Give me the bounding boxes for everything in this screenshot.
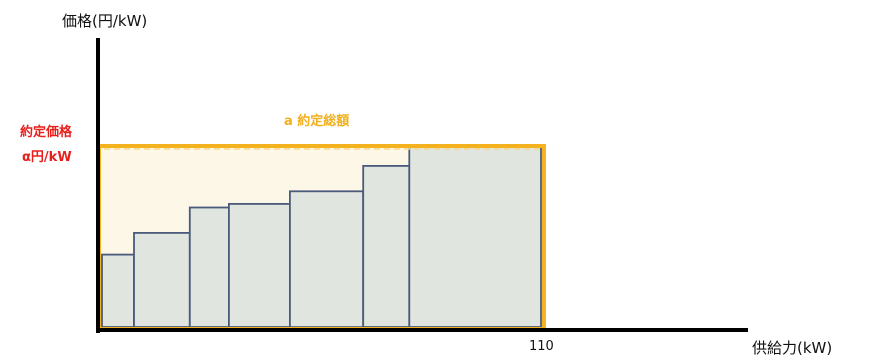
contract-price-label: 約定価格 (20, 125, 73, 140)
supply-bar-3 (188, 206, 230, 328)
x-axis-title: 供給力(kW) (752, 339, 833, 357)
supply-bar-5 (288, 190, 365, 329)
supply-bar-4 (227, 202, 291, 328)
x-tick-110: 110 (529, 339, 554, 354)
supply-bar-6 (362, 164, 411, 328)
contract-price-value: α円/kW (22, 150, 72, 165)
supply-bar-1 (101, 253, 135, 328)
supply-bar-2 (133, 231, 191, 328)
supply-bar-7 (408, 145, 542, 328)
y-axis-title: 価格(円/kW) (62, 12, 148, 30)
supply-bars (101, 145, 542, 329)
contract-total-label: a 約定総額 (284, 114, 350, 129)
